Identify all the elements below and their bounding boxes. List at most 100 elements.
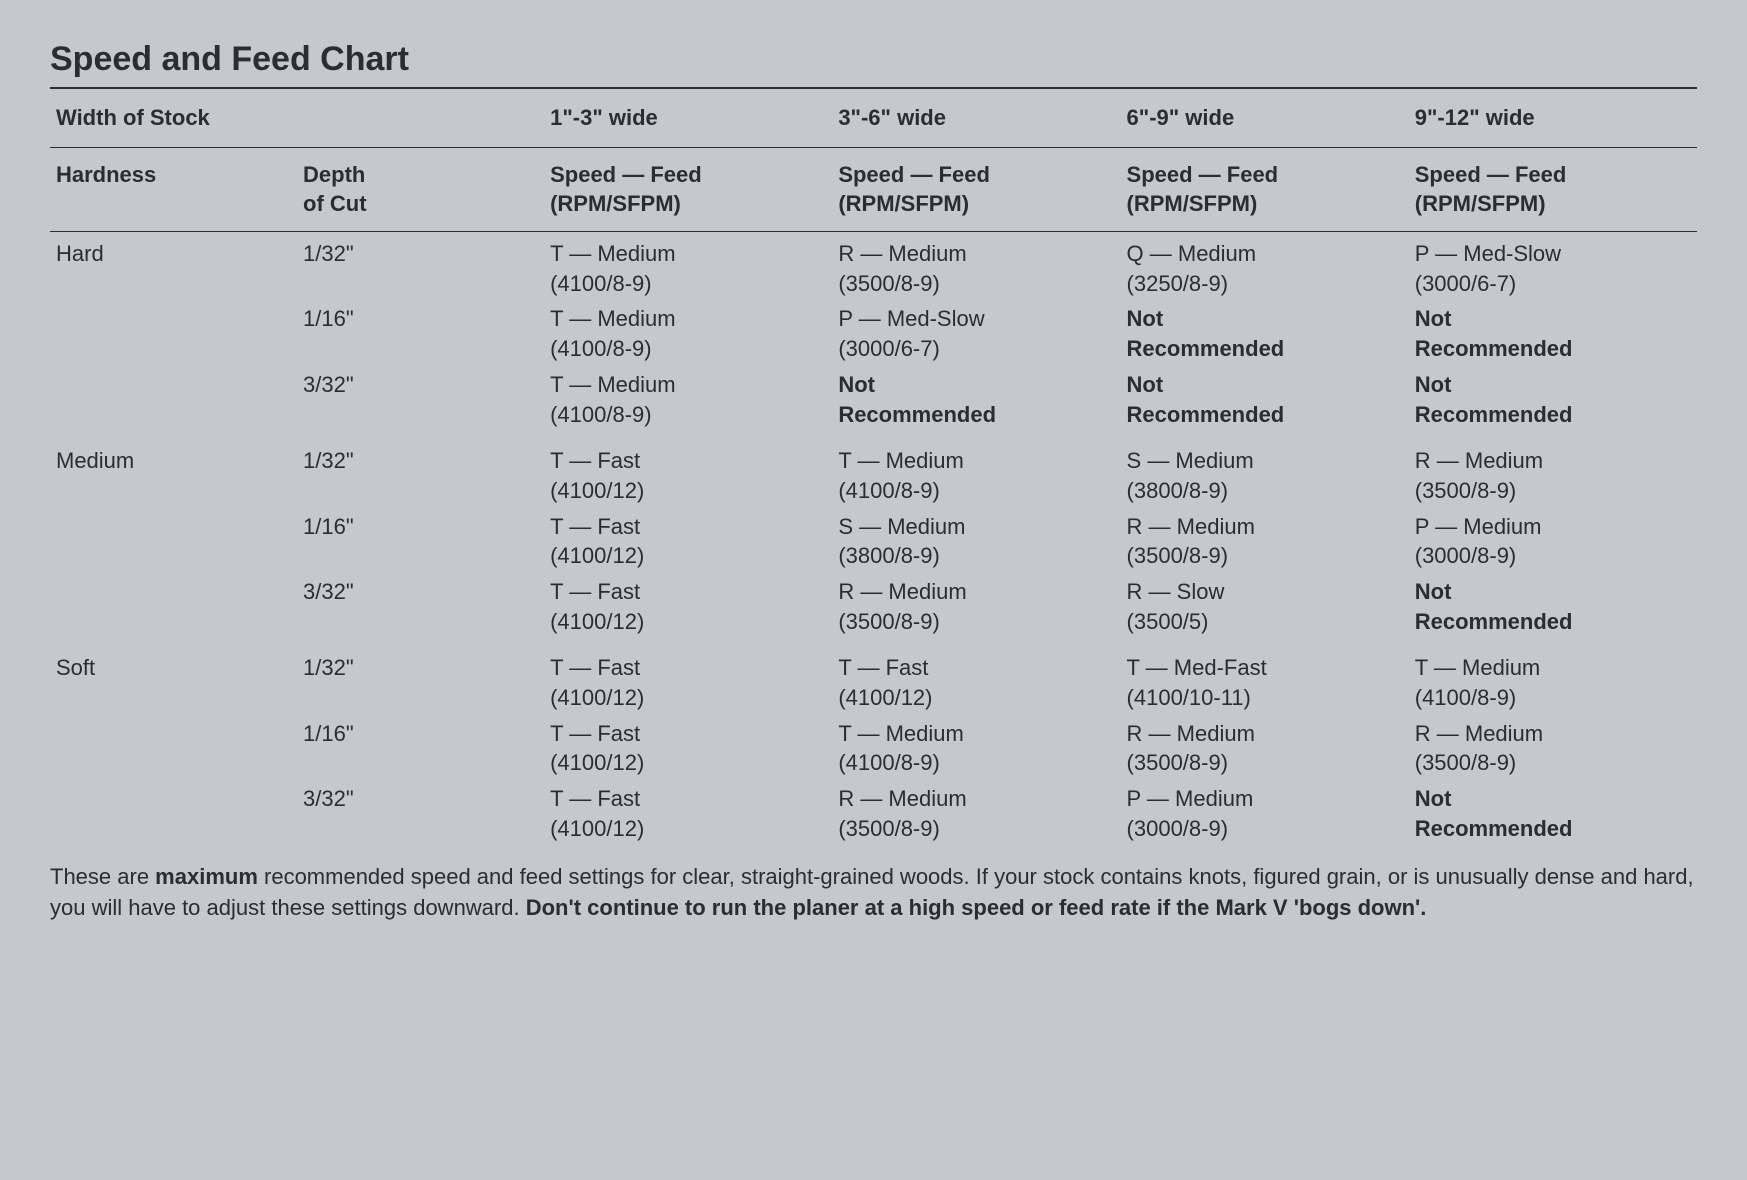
cell-speed-feed: NotRecommended (1409, 301, 1697, 366)
cell-speed-feed: S — Medium(3800/8-9) (1121, 432, 1409, 508)
cell-line1: Not (1127, 304, 1403, 334)
cell-line1: S — Medium (838, 512, 1114, 542)
cell-line1: Q — Medium (1127, 239, 1403, 269)
cell-line1: R — Medium (838, 784, 1114, 814)
cell-line2: (4100/12) (550, 748, 826, 778)
cell-line1: T — Fast (550, 653, 826, 683)
cell-line1: Not (1415, 304, 1691, 334)
cell-speed-feed: T — Medium(4100/8-9) (544, 236, 832, 301)
cell-line1: R — Medium (838, 239, 1114, 269)
cell-speed-feed: P — Medium(3000/8-9) (1121, 781, 1409, 846)
cell-line1: P — Medium (1415, 512, 1691, 542)
table-row: 3/32"T — Fast(4100/12)R — Medium(3500/8-… (50, 781, 1697, 846)
cell-line2: (3500/8-9) (838, 814, 1114, 844)
header-speed-feed-2: Speed — Feed(RPM/SFPM) (832, 152, 1120, 227)
cell-speed-feed: T — Fast(4100/12) (544, 716, 832, 781)
cell-speed-feed: R — Medium(3500/8-9) (1409, 432, 1697, 508)
header-width-2: 3"-6" wide (832, 93, 1120, 143)
cell-speed-feed: T — Medium(4100/8-9) (544, 301, 832, 366)
cell-line1: Not (1415, 370, 1691, 400)
cell-speed-feed: NotRecommended (1409, 367, 1697, 432)
cell-hardness (50, 301, 297, 366)
cell-speed-feed: T — Fast(4100/12) (544, 509, 832, 574)
table-row: Medium1/32"T — Fast(4100/12)T — Medium(4… (50, 432, 1697, 508)
divider (50, 147, 1697, 148)
cell-speed-feed: Q — Medium(3250/8-9) (1121, 236, 1409, 301)
cell-line1: T — Medium (838, 446, 1114, 476)
cell-speed-feed: T — Fast(4100/12) (544, 574, 832, 639)
cell-line2: (3800/8-9) (838, 541, 1114, 571)
table-header-row-2: Hardness Depthof Cut Speed — Feed(RPM/SF… (50, 152, 1697, 227)
cell-line1: T — Medium (550, 370, 826, 400)
cell-speed-feed: T — Fast(4100/12) (544, 432, 832, 508)
cell-line2: (3500/8-9) (838, 607, 1114, 637)
cell-line1: T — Med-Fast (1127, 653, 1403, 683)
cell-line1: Not (838, 370, 1114, 400)
cell-hardness (50, 781, 297, 846)
cell-line2: Recommended (1415, 334, 1691, 364)
cell-speed-feed: R — Medium(3500/8-9) (832, 236, 1120, 301)
cell-line1: T — Fast (550, 577, 826, 607)
cell-line1: T — Fast (550, 784, 826, 814)
header-speed-feed-4: Speed — Feed(RPM/SFPM) (1409, 152, 1697, 227)
cell-speed-feed: T — Fast(4100/12) (544, 639, 832, 715)
cell-line2: (4100/12) (838, 683, 1114, 713)
cell-line2: (4100/12) (550, 814, 826, 844)
cell-line2: (3250/8-9) (1127, 269, 1403, 299)
header-width-of-stock: Width of Stock (50, 93, 544, 143)
cell-line1: Not (1127, 370, 1403, 400)
cell-line1: P — Medium (1127, 784, 1403, 814)
cell-line2: (4100/8-9) (838, 748, 1114, 778)
cell-line2: Recommended (1415, 814, 1691, 844)
header-depth: Depthof Cut (297, 152, 544, 227)
table-row: 3/32"T — Fast(4100/12)R — Medium(3500/8-… (50, 574, 1697, 639)
cell-speed-feed: NotRecommended (1121, 301, 1409, 366)
cell-speed-feed: R — Medium(3500/8-9) (832, 574, 1120, 639)
cell-depth: 1/32" (297, 236, 544, 301)
cell-speed-feed: P — Med-Slow(3000/6-7) (832, 301, 1120, 366)
cell-speed-feed: T — Fast(4100/12) (544, 781, 832, 846)
cell-depth: 1/16" (297, 716, 544, 781)
cell-depth: 3/32" (297, 574, 544, 639)
cell-line2: (4100/8-9) (550, 400, 826, 430)
cell-hardness: Soft (50, 639, 297, 715)
cell-line1: P — Med-Slow (838, 304, 1114, 334)
cell-line1: Not (1415, 577, 1691, 607)
cell-speed-feed: NotRecommended (1121, 367, 1409, 432)
cell-speed-feed: R — Medium(3500/8-9) (1409, 716, 1697, 781)
table-row: 3/32"T — Medium(4100/8-9)NotRecommendedN… (50, 367, 1697, 432)
cell-speed-feed: T — Medium(4100/8-9) (544, 367, 832, 432)
cell-speed-feed: R — Medium(3500/8-9) (1121, 509, 1409, 574)
cell-line1: R — Medium (838, 577, 1114, 607)
table-header-row-1: Width of Stock 1"-3" wide 3"-6" wide 6"-… (50, 93, 1697, 143)
cell-line1: R — Medium (1415, 719, 1691, 749)
cell-speed-feed: S — Medium(3800/8-9) (832, 509, 1120, 574)
cell-depth: 3/32" (297, 367, 544, 432)
cell-line2: (3500/8-9) (838, 269, 1114, 299)
table-body: Hard1/32"T — Medium(4100/8-9)R — Medium(… (50, 236, 1697, 846)
cell-speed-feed: T — Medium(4100/8-9) (832, 432, 1120, 508)
cell-line1: T — Fast (550, 512, 826, 542)
footer-bold2: Don't continue to run the planer at a hi… (526, 895, 1427, 920)
cell-line1: T — Medium (838, 719, 1114, 749)
cell-speed-feed: T — Med-Fast(4100/10-11) (1121, 639, 1409, 715)
cell-line2: (4100/8-9) (550, 334, 826, 364)
cell-depth: 1/16" (297, 509, 544, 574)
cell-line1: P — Med-Slow (1415, 239, 1691, 269)
cell-line1: S — Medium (1127, 446, 1403, 476)
cell-line2: (4100/12) (550, 476, 826, 506)
cell-line2: (3500/8-9) (1415, 476, 1691, 506)
divider (50, 231, 1697, 232)
cell-speed-feed: R — Slow(3500/5) (1121, 574, 1409, 639)
cell-hardness (50, 367, 297, 432)
cell-line2: (4100/12) (550, 607, 826, 637)
cell-hardness (50, 574, 297, 639)
cell-line2: Recommended (838, 400, 1114, 430)
cell-line2: Recommended (1415, 607, 1691, 637)
divider-row (50, 143, 1697, 152)
cell-line1: R — Medium (1127, 512, 1403, 542)
cell-line1: R — Medium (1415, 446, 1691, 476)
cell-line2: Recommended (1127, 334, 1403, 364)
cell-line1: Not (1415, 784, 1691, 814)
cell-depth: 3/32" (297, 781, 544, 846)
